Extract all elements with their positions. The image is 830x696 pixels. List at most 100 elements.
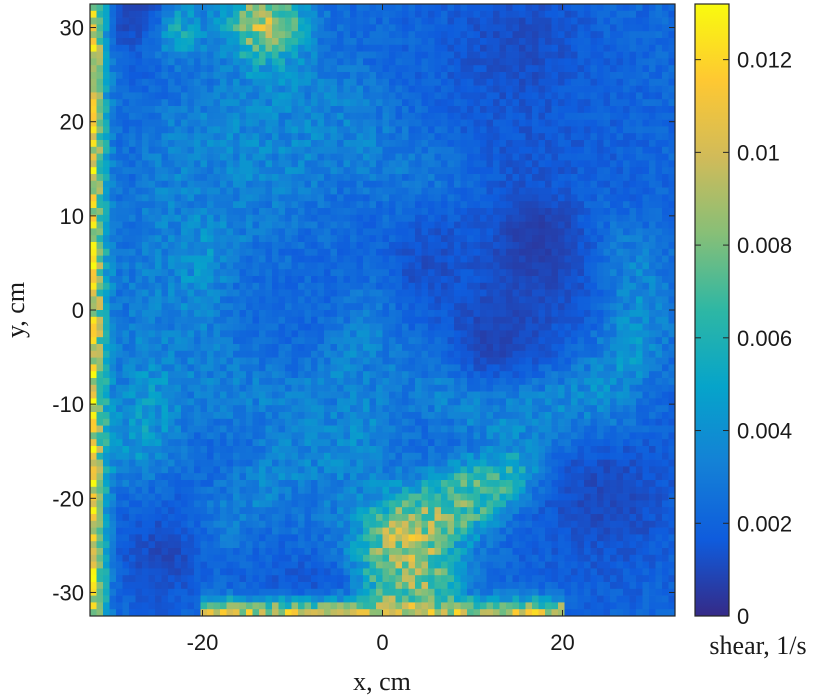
heatmap-cell: [499, 106, 507, 114]
heatmap-cell: [109, 228, 117, 236]
heatmap-cell: [629, 106, 637, 114]
heatmap-cell: [187, 248, 195, 256]
heatmap-cell: [460, 269, 468, 277]
heatmap-cell: [616, 51, 624, 59]
heatmap-cell: [434, 201, 442, 209]
heatmap-cell: [467, 38, 474, 46]
heatmap-cell: [220, 357, 227, 365]
heatmap-cell: [577, 242, 585, 250]
heatmap-cell: [343, 51, 351, 59]
heatmap-cell: [668, 187, 676, 195]
heatmap-cell: [506, 106, 513, 114]
heatmap-cell: [649, 31, 656, 39]
heatmap-cell: [298, 344, 305, 352]
heatmap-cell: [577, 316, 585, 324]
heatmap-cell: [142, 255, 149, 263]
heatmap-cell: [434, 323, 442, 331]
heatmap-cell: [668, 167, 676, 175]
heatmap-cell: [551, 126, 559, 134]
heatmap-cell: [90, 65, 97, 73]
heatmap-cell: [525, 17, 533, 25]
heatmap-cell: [148, 310, 156, 318]
heatmap-cell: [649, 303, 656, 311]
heatmap-cell: [343, 248, 351, 256]
heatmap-cell: [252, 357, 260, 365]
heatmap-cell: [187, 146, 195, 154]
heatmap-cell: [343, 194, 351, 202]
heatmap-cell: [668, 296, 676, 304]
heatmap-cell: [571, 174, 578, 182]
heatmap-cell: [291, 51, 299, 59]
heatmap-cell: [304, 38, 312, 46]
heatmap-cell: [96, 194, 104, 202]
heatmap-cell: [330, 310, 338, 318]
heatmap-cell: [642, 371, 650, 379]
heatmap-cell: [181, 228, 188, 236]
heatmap-cell: [545, 58, 552, 66]
heatmap-cell: [363, 303, 370, 311]
heatmap-cell: [220, 106, 227, 114]
heatmap-cell: [506, 344, 513, 352]
heatmap-cell: [265, 378, 273, 386]
heatmap-cell: [96, 248, 104, 256]
heatmap-cell: [415, 99, 422, 107]
heatmap-cell: [415, 296, 422, 304]
heatmap-cell: [90, 357, 97, 365]
heatmap-cell: [298, 310, 305, 318]
heatmap-cell: [486, 276, 494, 284]
heatmap-cell: [213, 106, 221, 114]
heatmap-cell: [506, 303, 513, 311]
heatmap-cell: [441, 269, 448, 277]
heatmap-cell: [369, 235, 377, 243]
heatmap-cell: [343, 242, 351, 250]
heatmap-cell: [122, 330, 130, 338]
heatmap-cell: [168, 303, 175, 311]
heatmap-cell: [109, 85, 117, 93]
heatmap-cell: [662, 194, 669, 202]
heatmap-cell: [649, 187, 656, 195]
heatmap-cell: [161, 255, 169, 263]
heatmap-cell: [603, 85, 611, 93]
heatmap-cell: [447, 255, 455, 263]
heatmap-cell: [532, 371, 539, 379]
heatmap-cell: [473, 72, 481, 80]
heatmap-cell: [408, 31, 416, 39]
heatmap-cell: [473, 92, 481, 100]
heatmap-cell: [597, 255, 604, 263]
heatmap-cell: [233, 4, 240, 12]
heatmap-cell: [545, 228, 552, 236]
heatmap-cell: [226, 10, 234, 18]
heatmap-cell: [207, 228, 214, 236]
heatmap-cell: [226, 330, 234, 338]
heatmap-cell: [350, 106, 357, 114]
heatmap-cell: [532, 344, 539, 352]
heatmap-cell: [493, 174, 500, 182]
heatmap-cell: [538, 357, 546, 365]
heatmap-cell: [330, 112, 338, 120]
heatmap-cell: [304, 378, 312, 386]
heatmap-cell: [174, 255, 182, 263]
heatmap-cell: [571, 228, 578, 236]
heatmap-cell: [187, 276, 195, 284]
heatmap-cell: [473, 242, 481, 250]
heatmap-cell: [233, 99, 240, 107]
heatmap-cell: [135, 276, 143, 284]
heatmap-cell: [636, 276, 643, 284]
heatmap-cell: [551, 242, 559, 250]
heatmap-cell: [343, 146, 351, 154]
heatmap-cell: [649, 4, 656, 12]
heatmap-cell: [291, 65, 299, 73]
heatmap-cell: [564, 364, 572, 372]
heatmap-cell: [278, 262, 286, 270]
heatmap-cell: [499, 146, 507, 154]
heatmap-cell: [408, 51, 416, 59]
heatmap-cell: [590, 17, 598, 25]
heatmap-cell: [311, 296, 318, 304]
heatmap-cell: [454, 221, 461, 229]
heatmap-cell: [142, 38, 149, 46]
heatmap-cell: [363, 310, 370, 318]
heatmap-cell: [213, 350, 221, 358]
heatmap-cell: [129, 146, 136, 154]
heatmap-cell: [519, 296, 526, 304]
heatmap-cell: [246, 99, 253, 107]
